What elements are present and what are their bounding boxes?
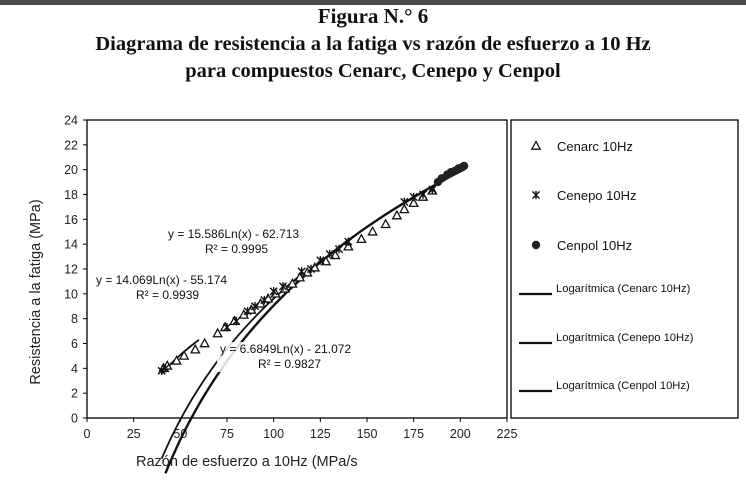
x-tick-label: 225	[497, 427, 518, 441]
data-point	[459, 161, 469, 171]
data-point	[250, 302, 260, 311]
data-point	[294, 271, 306, 282]
data-point	[409, 192, 418, 202]
y-tick-label: 0	[71, 412, 78, 426]
trendline-equation: y = 14.069Ln(x) - 55.174	[96, 273, 227, 287]
data-point	[297, 267, 306, 276]
plot-frame	[86, 119, 508, 419]
data-point	[334, 244, 344, 254]
y-tick-label: 2	[71, 387, 78, 401]
data-point	[344, 237, 353, 246]
x-tick-label: 75	[220, 427, 234, 441]
legend-marker-circle	[531, 240, 541, 250]
data-point	[400, 197, 409, 207]
x-tick-label: 150	[357, 427, 378, 441]
data-point	[391, 209, 403, 220]
y-axis-label: Resistencia a la fatiga (MPa)	[28, 199, 44, 384]
annotation-background	[93, 273, 243, 303]
data-point	[325, 249, 334, 259]
trendline-equation: y = 6.6849Ln(x) - 21.072	[220, 342, 351, 356]
legend-label: Logarítmica (Cenpol 10Hz)	[556, 380, 690, 392]
data-point	[157, 366, 166, 376]
data-point	[178, 350, 190, 360]
y-tick-label: 20	[64, 163, 78, 177]
y-tick-label: 6	[71, 337, 78, 351]
data-point	[161, 364, 170, 373]
legend-marker-x	[531, 190, 541, 200]
x-tick-label: 25	[127, 427, 141, 441]
data-point	[367, 225, 378, 236]
legend-label: Logarítmica (Cenepo 10Hz)	[556, 332, 694, 344]
data-point	[232, 316, 241, 326]
figure-label: Figura N.° 6	[317, 4, 429, 28]
data-point	[260, 295, 269, 305]
y-tick-label: 8	[71, 312, 78, 326]
data-point	[380, 218, 391, 229]
y-tick-label: 22	[64, 138, 78, 152]
y-tick-label: 12	[64, 263, 78, 277]
data-point	[408, 197, 419, 208]
legend-label: Logarítmica (Cenarc 10Hz)	[556, 283, 691, 295]
figure-title-line-2: para compuestos Cenarc, Cenepo y Cenpol	[185, 60, 561, 82]
data-point	[189, 343, 201, 354]
x-tick-label: 175	[403, 427, 424, 441]
legend-marker-triangle	[530, 140, 542, 150]
legend-label: Cenepo 10Hz	[557, 188, 637, 203]
figure-title-line-1: Diagrama de resistencia a la fatiga vs r…	[95, 33, 651, 55]
data-point	[243, 307, 252, 316]
trendline-r2: R² = 0.9939	[136, 288, 199, 302]
data-point	[222, 323, 232, 332]
data-point	[316, 256, 325, 265]
x-axis-label: Razón de esfuerzo a 10Hz (MPa/s	[136, 454, 358, 470]
data-point	[356, 233, 367, 244]
y-tick-label: 10	[64, 287, 78, 301]
top-border-bar	[0, 0, 746, 5]
legend-frame	[510, 119, 739, 419]
y-tick-label: 18	[64, 188, 78, 202]
y-tick-label: 24	[64, 114, 78, 128]
data-point	[278, 282, 288, 291]
data-point	[399, 203, 410, 214]
trendline-r2: R² = 0.9827	[258, 357, 321, 371]
trendline-r2: R² = 0.9995	[205, 242, 268, 256]
data-point	[171, 355, 182, 365]
y-tick-label: 4	[71, 362, 78, 376]
data-point	[306, 264, 316, 274]
x-tick-label: 0	[84, 427, 91, 441]
x-tick-label: 125	[310, 427, 331, 441]
legend-label: Cenarc 10Hz	[557, 139, 633, 154]
data-point	[428, 185, 437, 194]
annotation-background	[165, 227, 315, 257]
data-point	[418, 190, 428, 199]
trendline-equation: y = 15.586Ln(x) - 62.713	[168, 227, 299, 241]
annotation-background	[217, 342, 367, 372]
data-point	[199, 337, 210, 348]
data-point	[343, 240, 354, 251]
legend-label: Cenpol 10Hz	[557, 238, 632, 253]
y-tick-label: 16	[64, 213, 78, 227]
data-point	[287, 278, 298, 288]
x-tick-label: 100	[263, 427, 284, 441]
data-point	[212, 327, 223, 338]
data-point	[269, 287, 278, 296]
figure-title: Diagrama de resistencia a la fatiga vs r…	[0, 31, 746, 85]
y-tick-label: 14	[64, 238, 78, 252]
x-tick-label: 200	[450, 427, 471, 441]
